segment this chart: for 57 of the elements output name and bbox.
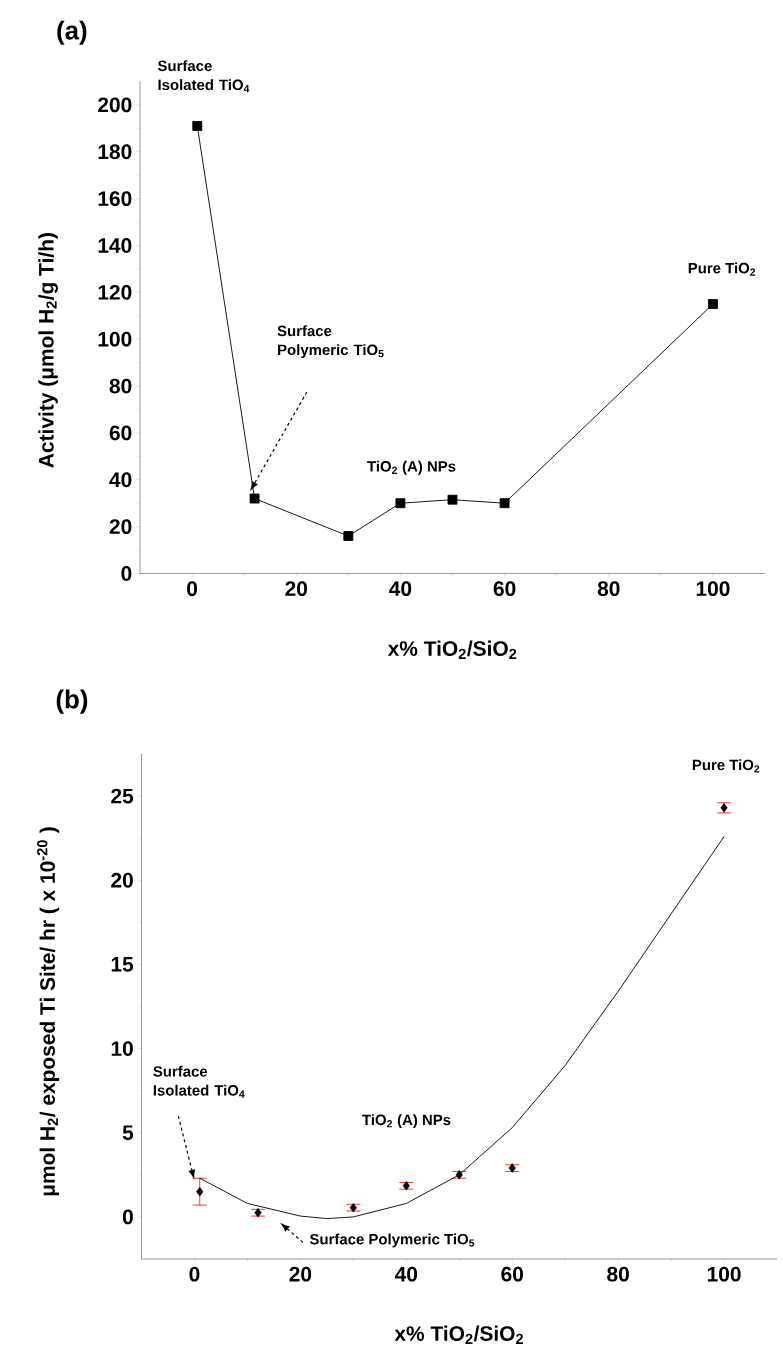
- point: [508, 1163, 516, 1173]
- point: [707, 299, 718, 309]
- x-tick-label: 40: [394, 1266, 418, 1282]
- annotation: Pure TiO$_{2}$: [688, 262, 756, 276]
- y-tick-label: 140: [98, 238, 132, 253]
- x-tick-label: 80: [597, 581, 620, 597]
- y-tick-label: 100: [98, 331, 132, 347]
- x-tick-label: 100: [707, 1266, 741, 1282]
- point: [192, 121, 203, 131]
- annotation: Pure TiO$_{2}$: [692, 759, 760, 773]
- point: [343, 531, 354, 541]
- y-tick-label: 60: [109, 425, 132, 441]
- x-tick-label: 100: [696, 581, 730, 597]
- y-tick-label: 120: [98, 284, 132, 300]
- annotation: Surface Isolated TiO$_{4}$: [153, 1065, 245, 1098]
- point: [196, 1186, 204, 1197]
- chart-title: (b): [56, 689, 88, 714]
- point: [720, 803, 728, 813]
- x-tick-label: 60: [493, 581, 516, 597]
- y-tick-label: 160: [98, 191, 132, 207]
- annotation: Surface Polymeric TiO$_{5}$: [309, 1233, 475, 1248]
- y-tick-label: 10: [111, 1041, 133, 1056]
- y-tick-label: 40: [109, 472, 132, 488]
- x-tick-label: 0: [189, 1266, 200, 1282]
- point: [349, 1202, 357, 1213]
- y-tick-label: 80: [109, 378, 132, 394]
- x-tick-label: 60: [501, 1266, 523, 1282]
- point: [395, 498, 406, 509]
- y-tick-label: 180: [98, 144, 132, 160]
- point: [402, 1181, 410, 1191]
- y-axis-title: Activity (μmol H$_{2}$/g Ti/h): [38, 233, 58, 468]
- annotation: TiO$_{2}$ (A) NPs: [362, 1114, 451, 1129]
- y-tick-label: 15: [111, 957, 134, 972]
- y-tick-label: 25: [111, 788, 134, 804]
- x-tick-label: 0: [187, 581, 198, 597]
- y-tick-label: 20: [111, 872, 133, 888]
- y-tick-label: 0: [121, 566, 132, 581]
- annotation: Surface Polymeric TiO$_{5}$: [277, 325, 384, 359]
- y-axis-title: μmol H$_{2}$/ exposed Ti Site/ hr ( x 10$^{-20}$ ): [37, 827, 60, 1196]
- y-tick-label: 200: [98, 97, 132, 113]
- x-tick-label: 80: [607, 1266, 629, 1282]
- x-tick-label: 20: [285, 581, 308, 597]
- point: [499, 498, 510, 509]
- point: [254, 1208, 262, 1218]
- annotation: TiO$_{2}$ (A) NPs: [367, 460, 456, 475]
- x-tick-label: 20: [289, 1266, 312, 1282]
- x-tick-label: 40: [389, 581, 412, 597]
- chart-title: (a): [57, 20, 87, 45]
- x-axis-title: x% TiO$_{2}$/SiO$_{2}$: [387, 640, 517, 659]
- annotation: Surface Isolated TiO$_{4}$: [157, 60, 250, 93]
- y-tick-label: 20: [109, 519, 132, 535]
- point: [249, 493, 260, 504]
- point: [447, 494, 458, 505]
- x-axis-title: x% TiO$_{2}$/SiO$_{2}$: [394, 1325, 524, 1344]
- point: [455, 1170, 463, 1180]
- y-tick-label: 5: [122, 1125, 134, 1141]
- y-tick-label: 0: [122, 1209, 133, 1225]
